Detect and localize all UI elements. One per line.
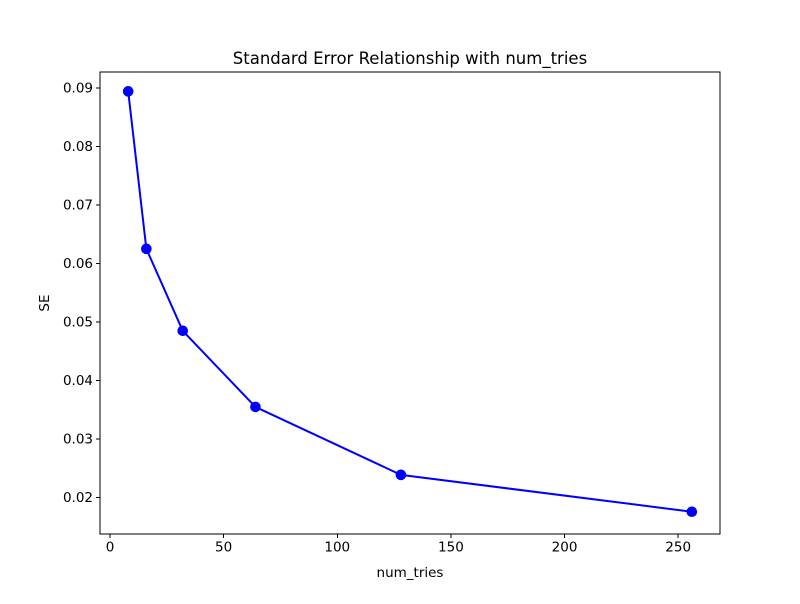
y-tick-label: 0.08 — [63, 139, 93, 155]
x-tick-label: 100 — [324, 540, 350, 556]
plot-area: 0 50 100 150 200 250 0.02 0.03 0.04 0.05 0.06 0.07 0… — [63, 71, 721, 556]
axes-border — [99, 71, 721, 535]
data-point — [250, 401, 261, 413]
x-tick-label: 0 — [106, 540, 115, 556]
data-point — [122, 86, 134, 97]
x-tick-label: 50 — [215, 540, 232, 556]
x-tick-label: 200 — [552, 540, 578, 556]
chart-title: Standard Error Relationship with num_tri… — [233, 49, 587, 69]
se-line — [127, 90, 693, 513]
y-tick-label: 0.03 — [63, 432, 93, 448]
x-axis-label: num_tries — [377, 565, 444, 581]
x-tick-label: 250 — [665, 540, 691, 556]
y-axis-label: SE — [37, 294, 53, 311]
y-tick-label: 0.02 — [63, 490, 93, 506]
data-point — [177, 325, 189, 337]
data-point — [395, 469, 407, 481]
data-point — [141, 243, 152, 255]
y-tick-label: 0.09 — [63, 80, 93, 96]
y-tick-label: 0.07 — [63, 197, 93, 213]
y-tick-label: 0.06 — [63, 256, 93, 272]
y-tick-label: 0.04 — [63, 373, 93, 389]
x-tick-label: 150 — [438, 540, 464, 556]
y-tick-label: 0.05 — [63, 315, 93, 331]
data-point — [686, 506, 698, 518]
